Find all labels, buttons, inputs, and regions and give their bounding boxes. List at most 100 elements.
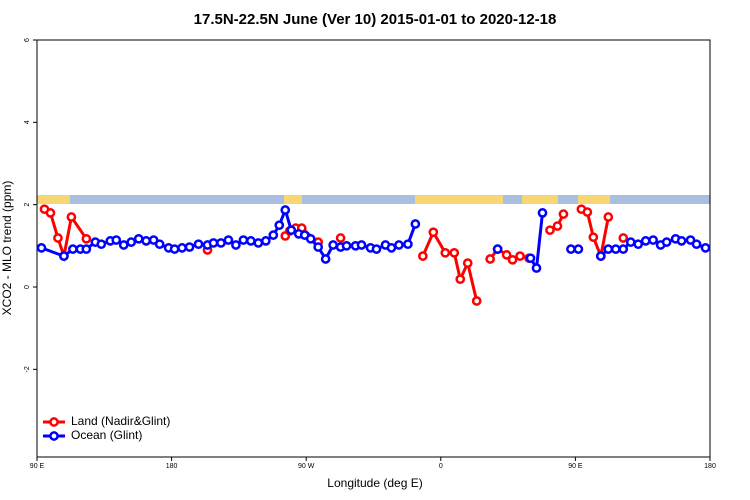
- series-point: [545, 225, 555, 236]
- series-point: [154, 239, 165, 250]
- series-point: [96, 239, 107, 250]
- series-point: [341, 240, 352, 251]
- series-point: [45, 208, 56, 218]
- series-point: [53, 233, 63, 243]
- series-point: [118, 240, 129, 250]
- series-point: [648, 235, 659, 245]
- series-point: [246, 236, 256, 246]
- legend-marker: [49, 417, 59, 427]
- ocean-strip: [37, 195, 710, 204]
- series-point: [313, 242, 324, 252]
- series-point: [356, 240, 367, 250]
- series-point: [36, 243, 47, 253]
- legend-label: Land (Nadir&Glint): [71, 414, 170, 428]
- series-point: [640, 236, 651, 246]
- series-point: [253, 238, 264, 248]
- series-point: [537, 208, 548, 218]
- land-patch: [415, 195, 503, 204]
- y-tick-label: -2: [24, 366, 31, 372]
- series-point: [552, 221, 563, 231]
- series-point: [573, 244, 584, 254]
- land-patch: [37, 195, 70, 204]
- series-point: [471, 296, 482, 306]
- series-point: [184, 242, 195, 252]
- series-point: [455, 274, 466, 285]
- series-point: [169, 244, 180, 254]
- series-point: [403, 239, 413, 250]
- x-tick-label: 90 E: [568, 463, 583, 470]
- series-point: [515, 251, 525, 261]
- series-point: [335, 233, 346, 243]
- series-point: [328, 240, 338, 250]
- series-point: [81, 244, 92, 254]
- series-point: [691, 239, 702, 250]
- land-patch: [578, 195, 610, 204]
- series-point: [485, 254, 496, 264]
- series-point: [208, 238, 219, 248]
- series-point: [223, 235, 234, 245]
- series-point: [603, 244, 614, 254]
- series-line: [40, 205, 417, 262]
- series-point: [231, 240, 241, 250]
- series-point: [428, 227, 439, 238]
- series-point: [126, 237, 137, 247]
- series-point: [492, 244, 503, 254]
- x-tick-label: 90 W: [298, 463, 315, 470]
- series-point: [193, 239, 204, 250]
- series-point: [111, 235, 122, 245]
- series-point: [582, 207, 593, 217]
- land-patch: [284, 195, 302, 204]
- series-point: [280, 205, 291, 215]
- legend-marker: [49, 431, 59, 441]
- series-point: [595, 251, 606, 261]
- series-point: [371, 244, 382, 254]
- series-point: [603, 212, 614, 222]
- series-point: [410, 219, 421, 229]
- land-patch: [522, 195, 558, 204]
- land-strip: [37, 195, 710, 204]
- series-point: [440, 247, 451, 258]
- series-point: [68, 244, 78, 254]
- x-tick-label: 90 E: [30, 463, 45, 470]
- series-point: [618, 233, 629, 243]
- series-point: [676, 236, 687, 246]
- y-tick-label: 6: [24, 38, 31, 42]
- y-tick-label: 4: [24, 120, 31, 124]
- series-point: [274, 220, 285, 231]
- series-point: [386, 243, 397, 253]
- series-point: [449, 247, 460, 258]
- series-point: [507, 254, 518, 265]
- series-point: [238, 235, 249, 245]
- series-point: [610, 244, 621, 254]
- series-point: [501, 250, 512, 260]
- series-point: [700, 243, 711, 253]
- series-point: [305, 233, 316, 244]
- series-point: [558, 209, 569, 219]
- series-point: [133, 233, 144, 244]
- series-point: [531, 263, 542, 273]
- series-point: [59, 251, 69, 261]
- series-point: [566, 244, 576, 254]
- x-tick-label: 180: [704, 463, 716, 470]
- series-point: [177, 243, 187, 253]
- series-point: [141, 236, 152, 246]
- series-point: [66, 212, 77, 222]
- x-axis-label: Longitude (deg E): [327, 476, 422, 490]
- series-point: [618, 244, 629, 254]
- y-tick-label: 0: [24, 285, 31, 289]
- series-point: [216, 238, 226, 248]
- y-axis-label: XCO2 - MLO trend (ppm): [0, 181, 14, 316]
- legend-label: Ocean (Glint): [71, 428, 142, 442]
- series-point: [633, 239, 644, 250]
- series-point: [260, 236, 271, 246]
- series-point: [320, 254, 331, 264]
- series-point: [286, 225, 297, 236]
- y-tick-label: 2: [24, 203, 31, 207]
- chart-title: 17.5N-22.5N June (Ver 10) 2015-01-01 to …: [194, 11, 557, 28]
- series-point: [525, 253, 536, 264]
- series-point: [462, 258, 473, 268]
- series-point: [81, 233, 92, 244]
- x-tick-label: 180: [166, 463, 178, 470]
- series-point: [661, 237, 672, 247]
